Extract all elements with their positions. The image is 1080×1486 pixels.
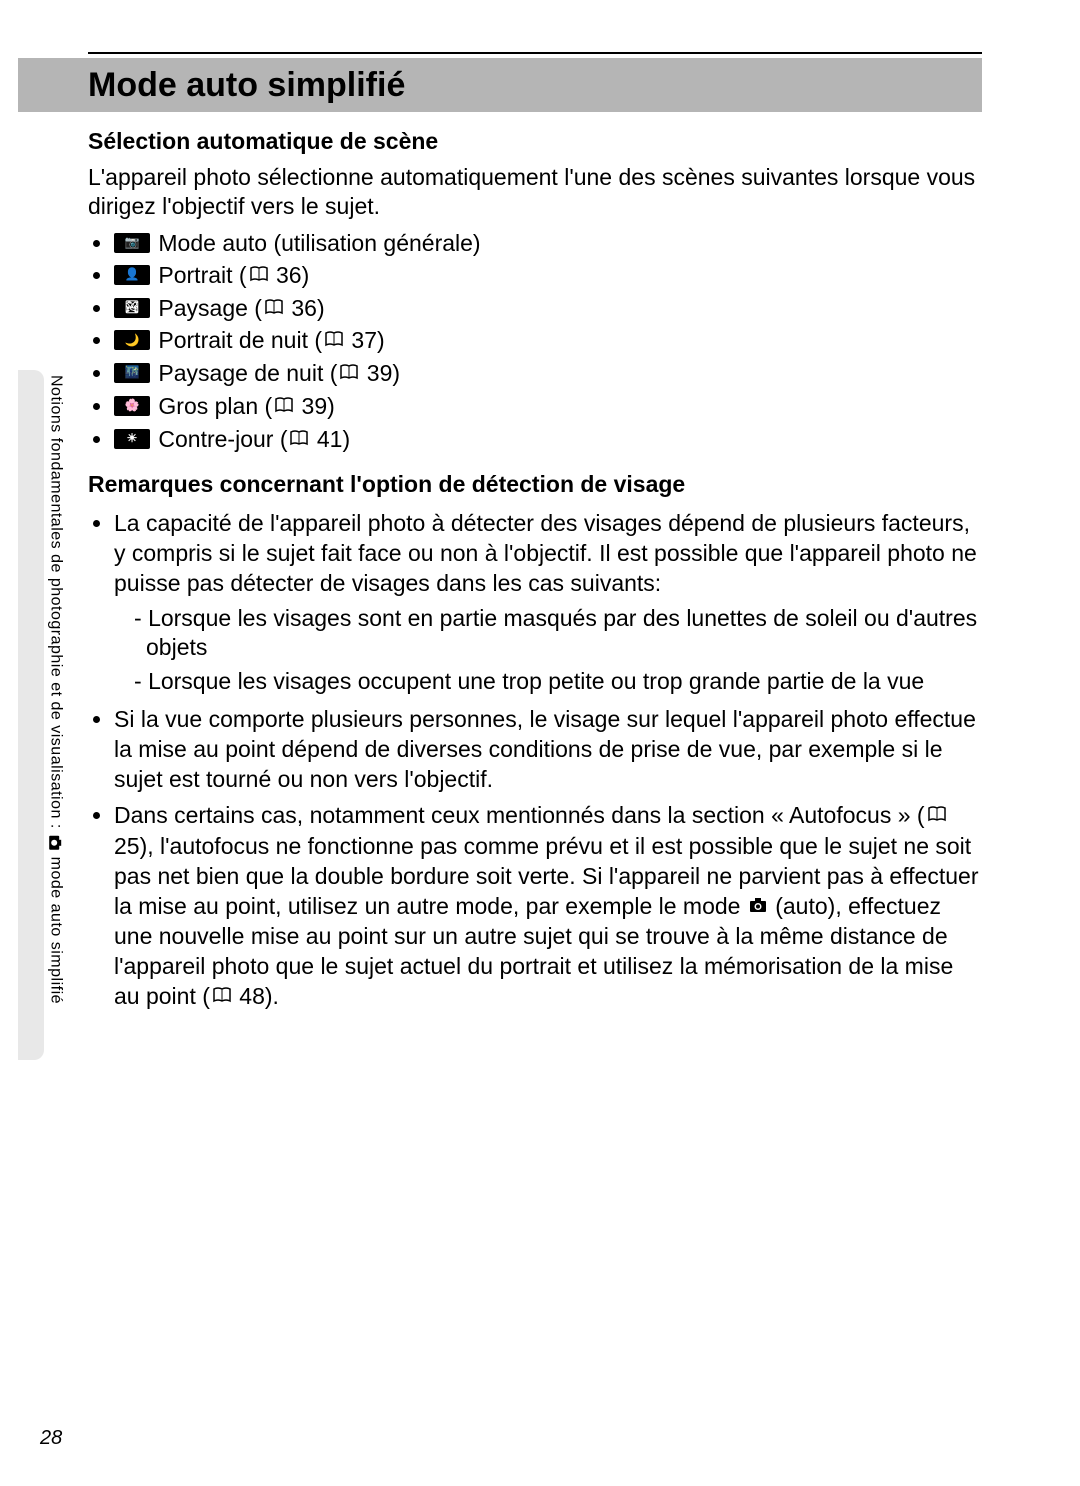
mode-label: Paysage ( (152, 295, 262, 321)
page-ref-icon (212, 981, 232, 1011)
auto-mode-icon: 📷 (114, 233, 150, 253)
mode-item: 👤 Portrait ( 36) (114, 260, 982, 293)
mode-ref: 36 (276, 262, 302, 288)
content-area: Sélection automatique de scène L'apparei… (88, 122, 982, 1016)
mode-ref: 36 (291, 295, 317, 321)
mode-label: Gros plan ( (152, 393, 272, 419)
sidebar-text-2: mode auto simplifié (47, 852, 64, 1004)
note3-part4: ). (265, 983, 279, 1009)
section1-intro: L'appareil photo sélectionne automatique… (88, 163, 982, 222)
scene-mode-list: 📷 Mode auto (utilisation générale)👤 Port… (88, 228, 982, 457)
manual-page: Mode auto simplifié Notions fondamentale… (0, 0, 1080, 1486)
notes-list: La capacité de l'appareil photo à détect… (88, 506, 982, 1016)
mode-label: Contre-jour ( (152, 426, 287, 452)
night-landscape-mode-icon: 🌃 (114, 363, 150, 383)
mode-label: Mode auto (utilisation générale) (152, 230, 481, 256)
mode-tail: ) (317, 295, 325, 321)
note2-text: Si la vue comporte plusieurs personnes, … (114, 706, 976, 792)
mode-tail: ) (302, 262, 310, 288)
note3-part1: Dans certains cas, notamment ceux mentio… (114, 802, 925, 828)
page-ref-icon (324, 325, 344, 355)
backlight-mode-icon: ☀ (114, 429, 150, 449)
page-ref-icon (264, 293, 284, 323)
mode-label: Paysage de nuit ( (152, 360, 337, 386)
note1-lead: La capacité de l'appareil photo à détect… (114, 510, 977, 596)
camera-icon (748, 891, 768, 921)
mode-item: 📷 Mode auto (utilisation générale) (114, 228, 982, 260)
note1-sub2: Lorsque les visages occupent une trop pe… (134, 665, 982, 699)
mode-tail: ) (392, 360, 400, 386)
mode-item: 🌃 Paysage de nuit ( 39) (114, 358, 982, 391)
mode-ref: 37 (351, 327, 377, 353)
title-band: Mode auto simplifié (18, 58, 982, 112)
mode-ref: 39 (302, 393, 328, 419)
page-ref-icon (927, 800, 947, 830)
sidebar-label: Notions fondamentales de photographie et… (44, 375, 66, 1065)
portrait-mode-icon: 👤 (114, 265, 150, 285)
mode-label: Portrait ( (152, 262, 247, 288)
note3-ref2: 48 (239, 983, 265, 1009)
night-portrait-mode-icon: 🌙 (114, 330, 150, 350)
page-number: 28 (40, 1427, 62, 1450)
section1-heading: Sélection automatique de scène (88, 128, 982, 155)
sidebar-tab (18, 370, 44, 1060)
mode-ref: 39 (367, 360, 393, 386)
mode-item: 🌙 Portrait de nuit ( 37) (114, 325, 982, 358)
note-item: Si la vue comporte plusieurs personnes, … (114, 702, 982, 798)
page-ref-icon (289, 424, 309, 454)
note-item: La capacité de l'appareil photo à détect… (114, 506, 982, 702)
note3-ref1: 25 (114, 833, 140, 859)
note-item: Dans certains cas, notamment ceux mentio… (114, 798, 982, 1016)
page-title: Mode auto simplifié (88, 66, 405, 105)
landscape-mode-icon: 🏞 (114, 298, 150, 318)
top-rule (88, 52, 982, 54)
mode-item: 🏞 Paysage ( 36) (114, 293, 982, 326)
mode-tail: ) (377, 327, 385, 353)
note1-sublist: Lorsque les visages sont en partie masqu… (114, 602, 982, 700)
page-ref-icon (274, 391, 294, 421)
mode-tail: ) (342, 426, 350, 452)
page-ref-icon (339, 358, 359, 388)
camera-icon (48, 832, 62, 854)
page-ref-icon (249, 260, 269, 290)
mode-ref: 41 (317, 426, 343, 452)
mode-tail: ) (327, 393, 335, 419)
mode-item: ☀ Contre-jour ( 41) (114, 424, 982, 457)
note1-sub1: Lorsque les visages sont en partie masqu… (134, 602, 982, 666)
section2-heading: Remarques concernant l'option de détecti… (88, 471, 982, 498)
sidebar-text-1: Notions fondamentales de photographie et… (47, 375, 64, 834)
mode-item: 🌸 Gros plan ( 39) (114, 391, 982, 424)
mode-label: Portrait de nuit ( (152, 327, 322, 353)
closeup-mode-icon: 🌸 (114, 396, 150, 416)
